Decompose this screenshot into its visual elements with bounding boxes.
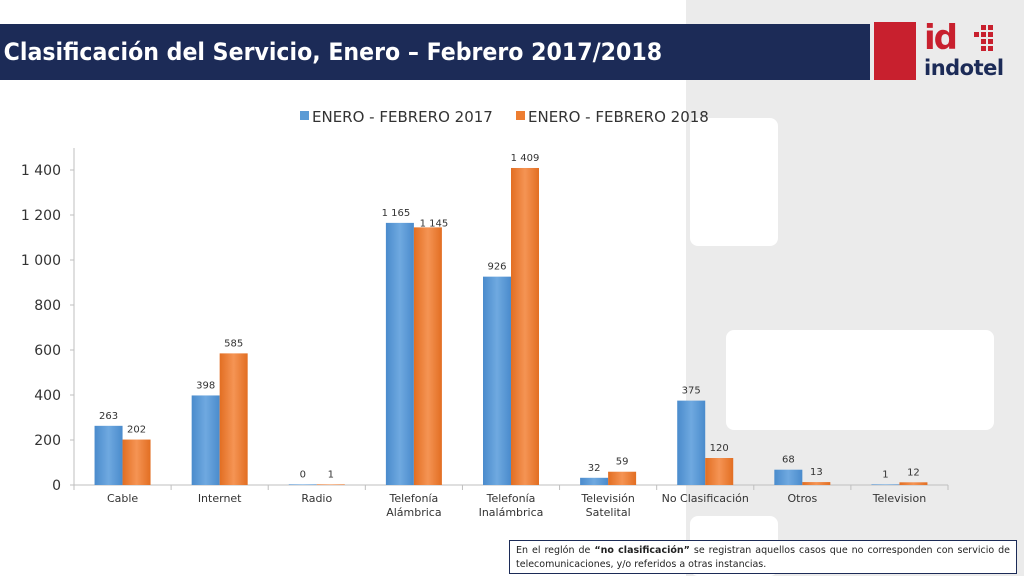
data-label: 585 xyxy=(224,338,243,349)
bar xyxy=(802,482,831,485)
x-tick-label: Otros xyxy=(787,492,817,505)
background-panel xyxy=(686,0,1024,576)
data-label: 13 xyxy=(810,467,823,478)
legend-swatch xyxy=(300,111,309,120)
y-tick-label: 600 xyxy=(34,343,61,359)
chart-bars xyxy=(94,167,928,485)
data-label: 68 xyxy=(782,455,795,466)
bar xyxy=(191,395,220,485)
data-label: 0 xyxy=(300,469,306,480)
bar xyxy=(511,167,539,485)
bar xyxy=(385,222,414,485)
y-tick-label: 1 400 xyxy=(21,163,61,179)
logo-mark: id xyxy=(924,18,958,58)
page-title: Clasificación del Servicio, Enero – Febr… xyxy=(3,38,663,66)
legend-label: ENERO - FEBRERO 2017 xyxy=(312,108,493,126)
data-label: 398 xyxy=(196,380,215,391)
indotel-logo: id indotel xyxy=(874,18,1004,82)
bar xyxy=(413,227,442,485)
x-tick-label: Internet xyxy=(198,492,242,505)
x-tick-label: No Clasificación xyxy=(662,492,749,505)
footnote-prefix: En el reglón de xyxy=(516,545,595,556)
logo-wordmark: indotel xyxy=(924,56,1004,80)
background-card xyxy=(690,118,778,246)
x-tick-label: Cable xyxy=(107,492,138,505)
bar xyxy=(219,353,248,485)
y-tick-label: 400 xyxy=(34,388,61,404)
data-label: 12 xyxy=(907,467,920,478)
bar xyxy=(608,471,637,485)
chart-legend: ENERO - FEBRERO 2017 ENERO - FEBRERO 2018 xyxy=(300,108,709,126)
data-label: 1 145 xyxy=(420,218,449,229)
y-tick-label: 0 xyxy=(52,478,61,494)
x-tick-label: Telefonía Alámbrica xyxy=(386,492,441,519)
x-tick-label: Radio xyxy=(301,492,332,505)
footnote-bold: “no clasificación” xyxy=(594,545,690,556)
bar xyxy=(899,482,928,485)
y-tick-label: 200 xyxy=(34,433,61,449)
data-labels: 263 202 398 585 0 1 1 165 1 145 926 1 409 32 59 375 1… xyxy=(99,153,920,480)
footnote-suffix: se registran aquellos casos que no corre… xyxy=(516,545,1011,570)
footnote-box: En el reglón de “no clasificación” se re… xyxy=(509,540,1017,574)
data-label: 263 xyxy=(99,411,118,422)
y-axis: 0 200 400 600 800 1 000 1 200 1 400 xyxy=(21,148,75,494)
x-tick-label: Televisión Satelital xyxy=(580,492,635,519)
title-bar: Clasificación del Servicio, Enero – Febr… xyxy=(0,24,870,80)
y-tick-label: 1 000 xyxy=(21,253,61,269)
bar xyxy=(705,458,734,485)
data-label: 1 xyxy=(882,469,888,480)
bar xyxy=(677,400,706,485)
logo-grid-icon xyxy=(974,25,1000,54)
y-tick-label: 800 xyxy=(34,298,61,314)
bar xyxy=(483,276,511,485)
data-label: 1 xyxy=(328,469,334,480)
data-label: 120 xyxy=(710,443,729,454)
y-tick-label: 1 200 xyxy=(21,208,61,224)
bar xyxy=(94,425,123,485)
data-label: 926 xyxy=(487,262,506,273)
bar xyxy=(122,439,151,485)
data-label: 375 xyxy=(682,386,701,397)
bar xyxy=(316,484,345,485)
bar xyxy=(288,484,317,485)
data-label: 202 xyxy=(127,425,146,436)
x-tick-label: Telefonía Inalámbrica xyxy=(479,492,544,519)
logo-red-block xyxy=(874,22,916,80)
legend-swatch xyxy=(516,111,525,120)
data-label: 1 409 xyxy=(511,153,540,164)
x-tick-label: Television xyxy=(872,492,927,505)
data-label: 1 165 xyxy=(382,208,411,219)
bar xyxy=(580,477,609,485)
data-label: 59 xyxy=(616,457,629,468)
data-label: 32 xyxy=(588,463,601,474)
background-card xyxy=(726,330,994,430)
bar xyxy=(871,484,900,485)
x-axis: Cable Internet Radio Telefonía Alámbrica Tele… xyxy=(73,484,949,519)
legend-label: ENERO - FEBRERO 2018 xyxy=(528,108,709,126)
bar xyxy=(774,469,803,485)
